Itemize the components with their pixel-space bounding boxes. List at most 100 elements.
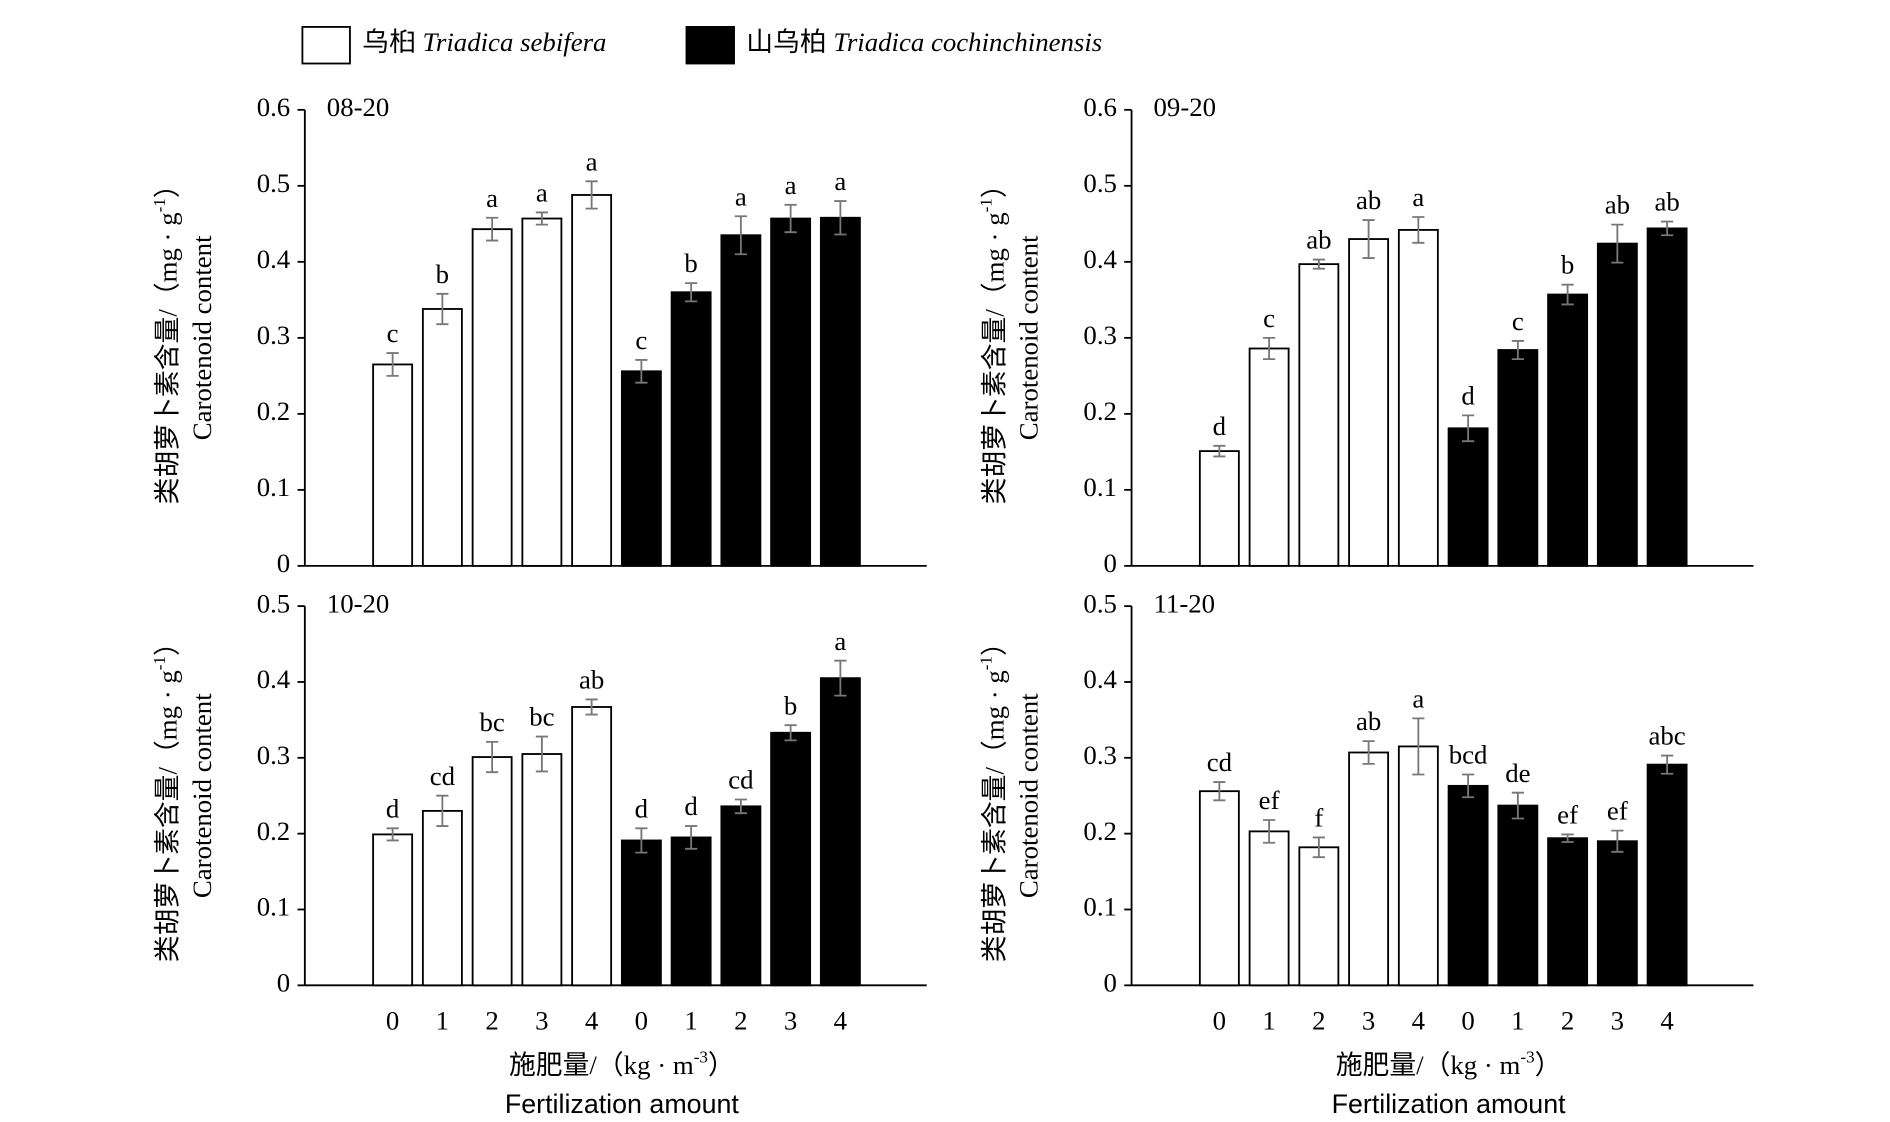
y-tick-label: 0.4 (1083, 244, 1117, 274)
error-bar (635, 358, 648, 384)
y-tick-label: 0 (1104, 967, 1117, 997)
bar (471, 756, 513, 987)
bar (1397, 745, 1439, 987)
significance-label: a (735, 181, 747, 211)
significance-label: a (1412, 683, 1424, 713)
x-tick-label: 0 (1213, 1005, 1226, 1035)
bar (372, 833, 414, 987)
y-tick-label: 0.3 (257, 740, 291, 770)
axis-label-text: 类胡萝卜素含量/（mg · g (153, 212, 183, 504)
bar (1547, 293, 1589, 567)
significance-label: bc (479, 707, 504, 737)
bar (1198, 450, 1240, 567)
axis-label-text: ） (980, 629, 1010, 656)
significance-label: d (684, 791, 698, 821)
bar (1497, 804, 1539, 987)
bar (421, 308, 463, 567)
error-bar (1511, 339, 1524, 361)
bar (1348, 238, 1390, 567)
axis-label-sup: -1 (150, 656, 169, 670)
significance-label: ab (1306, 225, 1331, 255)
error-bar (834, 200, 847, 236)
axis-label-text: ） (153, 629, 183, 656)
error-bar (784, 724, 797, 742)
x-tick-label: 3 (535, 1005, 548, 1035)
significance-label: ab (1356, 185, 1381, 215)
error-bar (784, 203, 797, 234)
x-tick-label: 2 (485, 1005, 498, 1035)
significance-label: c (1263, 303, 1275, 333)
significance-label: ab (579, 664, 604, 694)
legend-name: 山乌柏 (746, 27, 826, 57)
error-bar (436, 292, 449, 326)
error-bar (535, 211, 548, 226)
bar (1447, 784, 1489, 987)
bar (1596, 242, 1638, 567)
axis-label: 类胡萝卜素含量/（mg · g-1） (150, 629, 183, 962)
x-tick-label: 1 (436, 1005, 449, 1035)
significance-label: d (635, 793, 649, 823)
axis-label: Carotenoid content (187, 693, 217, 898)
bar (1646, 763, 1688, 987)
y-tick-label: 0.3 (1083, 740, 1117, 770)
y-tick-label: 0.6 (1083, 92, 1117, 122)
error-bar (1462, 414, 1475, 443)
bar (770, 731, 812, 987)
x-tick-label: 1 (1511, 1005, 1524, 1035)
bar (620, 370, 662, 567)
axis-label-text: ） (708, 1050, 735, 1080)
axis-label-text: 类胡萝卜素含量/（mg · g (980, 212, 1010, 504)
bar (1397, 229, 1439, 567)
y-tick-label: 0.4 (257, 664, 291, 694)
error-bar (386, 827, 399, 842)
error-bar (1661, 754, 1674, 775)
bar (1447, 427, 1489, 567)
significance-label: cd (1207, 747, 1233, 777)
legend-name: 乌桕 (362, 27, 416, 57)
bar (1298, 263, 1340, 567)
panel-title: 10-20 (327, 588, 390, 618)
legend-swatch (301, 26, 351, 65)
error-bar (1412, 216, 1425, 244)
legend-label: 山乌柏 Triadica cochinchinensis (746, 27, 1102, 57)
significance-label: c (387, 318, 399, 348)
x-tick-label: 1 (1262, 1005, 1275, 1035)
error-bar (1312, 258, 1325, 270)
significance-label: b (784, 690, 797, 720)
significance-label: abc (1648, 721, 1685, 751)
axis-label: Carotenoid content (187, 235, 217, 440)
error-bar (635, 827, 648, 854)
panel-title: 09-20 (1154, 92, 1217, 122)
bar (521, 753, 563, 987)
error-bar (535, 735, 548, 773)
significance-label: a (486, 183, 498, 213)
significance-label: a (785, 170, 797, 200)
x-tick-label: 0 (1461, 1005, 1474, 1035)
significance-label: bc (529, 702, 554, 732)
axis-label: 类胡萝卜素含量/（mg · g-1） (977, 171, 1010, 504)
x-tick-label: 3 (1362, 1005, 1375, 1035)
bar (571, 706, 613, 987)
axis-label-sup: -1 (977, 656, 996, 670)
error-bar (1462, 773, 1475, 799)
error-bar (486, 216, 499, 242)
y-tick-label: 0.5 (1083, 168, 1117, 198)
y-tick-label: 0.1 (257, 892, 291, 922)
error-bar (1263, 819, 1276, 844)
bar (720, 805, 762, 987)
error-bar (1312, 836, 1325, 859)
bar (521, 217, 563, 567)
legend-latin: Triadica sebifera (422, 27, 606, 57)
error-bar (1263, 336, 1276, 361)
bar (1248, 347, 1290, 567)
significance-label: d (1213, 411, 1227, 441)
y-tick-label: 0.1 (1083, 472, 1117, 502)
axis-label: 类胡萝卜素含量/（mg · g-1） (150, 171, 183, 504)
x-tick-label: 4 (1412, 1005, 1425, 1035)
x-tick-label: 2 (1561, 1005, 1574, 1035)
significance-label: c (635, 325, 647, 355)
y-tick-label: 0 (1104, 548, 1117, 578)
significance-label: b (436, 259, 449, 289)
bar (670, 291, 712, 567)
